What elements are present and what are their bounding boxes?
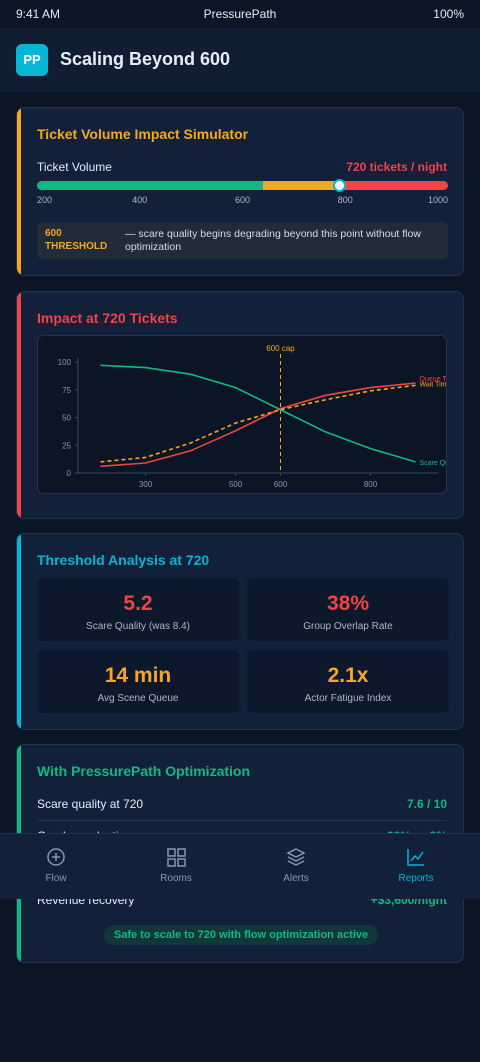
x-tick-label: 600 — [274, 480, 288, 489]
stat-label: Group Overlap Rate — [303, 621, 393, 632]
stat-tile: 14 min Avg Scene Queue — [37, 650, 239, 713]
nav-icon — [286, 848, 306, 866]
y-tick-label: 25 — [62, 441, 71, 450]
scale-label: 200 — [37, 195, 53, 205]
bottom-nav: Flow Rooms Alerts Reports — [0, 833, 480, 899]
nav-item[interactable]: Reports — [356, 834, 476, 900]
card-title: With PressurePath Optimization — [37, 763, 251, 779]
status-time: 9:41 AM — [16, 7, 61, 21]
threshold-word: THRESHOLD — [45, 241, 108, 252]
impact-card: Impact at 720 Tickets 0 25 50 75 100 300 500 60… — [16, 291, 464, 519]
row-label: Scare quality at 720 — [37, 797, 144, 811]
stat-value: 2.1x — [327, 664, 369, 687]
threshold-box: 600 THRESHOLD — scare quality begins deg… — [37, 222, 448, 259]
stat-value: 5.2 — [123, 592, 153, 615]
chart: 0 25 50 75 100 300 500 600 800 600 cap Scare Quali… — [37, 335, 447, 494]
scale-label: 600 — [234, 195, 251, 205]
series-line — [100, 364, 416, 463]
scale-label: 800 — [337, 195, 353, 205]
stat-value: 38% — [326, 592, 370, 615]
series-label: Scare Quality — [420, 460, 448, 467]
nav-item[interactable]: Flow — [0, 834, 116, 900]
stat-tile: 38% Group Overlap Rate — [247, 578, 449, 641]
series-line — [100, 384, 416, 463]
badge-wrap: Safe to scale to 720 with flow optimizat… — [17, 925, 463, 945]
nav-label: Alerts — [283, 873, 309, 884]
card-title: Impact at 720 Tickets — [37, 310, 178, 326]
nav-icon — [47, 848, 65, 866]
analysis-card: Threshold Analysis at 720 5.2 Scare Quali… — [16, 533, 464, 730]
cap-label: 600 cap — [266, 344, 295, 353]
threshold-value: 600 — [45, 228, 62, 239]
card-title: Threshold Analysis at 720 — [37, 552, 210, 568]
nav-label: Reports — [398, 873, 434, 884]
nav-icon — [167, 848, 186, 867]
badge: PP — [16, 44, 48, 76]
threshold-note: — scare quality begins degrading beyond … — [125, 228, 421, 253]
stat-tile: 2.1x Actor Fatigue Index — [247, 650, 449, 713]
scale-label: 400 — [132, 195, 148, 205]
row-divider — [37, 820, 447, 821]
nav-icon — [407, 849, 424, 866]
stat-label: Actor Fatigue Index — [304, 693, 392, 704]
nav-label: Rooms — [160, 873, 192, 884]
row-value: 7.6 / 10 — [406, 797, 447, 811]
card-title: Ticket Volume Impact Simulator — [37, 126, 249, 142]
scale-label: 1000 — [427, 195, 448, 205]
nav-item[interactable]: Alerts — [236, 834, 356, 900]
volume-label: Ticket Volume — [37, 160, 112, 174]
nav-item[interactable]: Rooms — [116, 834, 236, 900]
x-tick-label: 800 — [364, 480, 378, 489]
nav-label: Flow — [45, 873, 67, 884]
status-battery: 100% — [433, 7, 464, 21]
y-tick-label: 0 — [67, 469, 72, 478]
safe-badge: Safe to scale to 720 with flow optimizat… — [103, 925, 379, 945]
stat-value: 14 min — [104, 664, 172, 687]
series-label: Queue Time — [420, 376, 448, 383]
volume-value: 720 tickets / night — [346, 160, 447, 174]
x-tick-label: 300 — [139, 480, 153, 489]
simulator-card: Ticket Volume Impact Simulator Ticket Vo… — [16, 107, 464, 276]
opt-row: Scare quality at 720 7.6 / 10 — [37, 797, 447, 811]
y-tick-label: 75 — [62, 386, 71, 395]
stat-label: Scare Quality (was 8.4) — [86, 621, 190, 632]
slider-track[interactable] — [37, 181, 448, 190]
stat-tile: 5.2 Scare Quality (was 8.4) — [37, 578, 239, 641]
slider-knob[interactable] — [333, 179, 346, 192]
y-tick-label: 100 — [58, 358, 72, 367]
x-tick-label: 500 — [229, 480, 243, 489]
series-label: Wait Time — [420, 381, 448, 388]
stat-label: Avg Scene Queue — [97, 693, 179, 704]
header: PP Scaling Beyond 600 — [0, 28, 480, 92]
y-tick-label: 50 — [62, 414, 71, 423]
header-title: Scaling Beyond 600 — [60, 49, 231, 69]
status-app: PressurePath — [203, 7, 277, 21]
series-line — [100, 382, 416, 468]
